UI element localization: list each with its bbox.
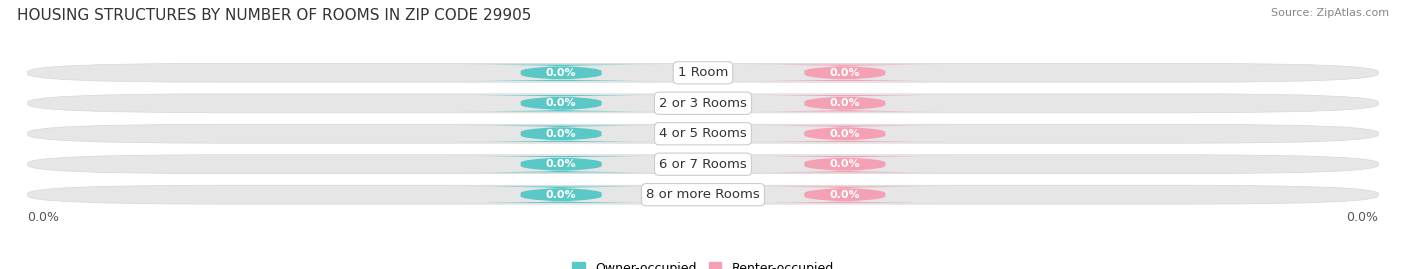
FancyBboxPatch shape xyxy=(737,126,953,142)
FancyBboxPatch shape xyxy=(453,186,669,203)
FancyBboxPatch shape xyxy=(737,156,953,172)
Text: Source: ZipAtlas.com: Source: ZipAtlas.com xyxy=(1271,8,1389,18)
Text: 0.0%: 0.0% xyxy=(546,159,576,169)
Text: 0.0%: 0.0% xyxy=(1347,211,1378,224)
FancyBboxPatch shape xyxy=(737,186,953,203)
Text: HOUSING STRUCTURES BY NUMBER OF ROOMS IN ZIP CODE 29905: HOUSING STRUCTURES BY NUMBER OF ROOMS IN… xyxy=(17,8,531,23)
Text: 0.0%: 0.0% xyxy=(546,129,576,139)
FancyBboxPatch shape xyxy=(737,95,953,111)
Text: 4 or 5 Rooms: 4 or 5 Rooms xyxy=(659,127,747,140)
Text: 0.0%: 0.0% xyxy=(830,68,860,78)
Text: 2 or 3 Rooms: 2 or 3 Rooms xyxy=(659,97,747,110)
Text: 8 or more Rooms: 8 or more Rooms xyxy=(647,188,759,201)
Text: 0.0%: 0.0% xyxy=(28,211,59,224)
FancyBboxPatch shape xyxy=(28,124,1378,143)
FancyBboxPatch shape xyxy=(28,185,1378,204)
FancyBboxPatch shape xyxy=(453,126,669,142)
FancyBboxPatch shape xyxy=(28,94,1378,113)
Text: 1 Room: 1 Room xyxy=(678,66,728,79)
Text: 0.0%: 0.0% xyxy=(830,98,860,108)
Legend: Owner-occupied, Renter-occupied: Owner-occupied, Renter-occupied xyxy=(568,257,838,269)
FancyBboxPatch shape xyxy=(737,65,953,81)
Text: 0.0%: 0.0% xyxy=(830,129,860,139)
Text: 0.0%: 0.0% xyxy=(546,190,576,200)
Text: 0.0%: 0.0% xyxy=(830,159,860,169)
Text: 0.0%: 0.0% xyxy=(546,68,576,78)
FancyBboxPatch shape xyxy=(28,155,1378,174)
FancyBboxPatch shape xyxy=(453,156,669,172)
FancyBboxPatch shape xyxy=(453,65,669,81)
Text: 0.0%: 0.0% xyxy=(830,190,860,200)
FancyBboxPatch shape xyxy=(28,63,1378,82)
Text: 0.0%: 0.0% xyxy=(546,98,576,108)
FancyBboxPatch shape xyxy=(453,95,669,111)
Text: 6 or 7 Rooms: 6 or 7 Rooms xyxy=(659,158,747,171)
